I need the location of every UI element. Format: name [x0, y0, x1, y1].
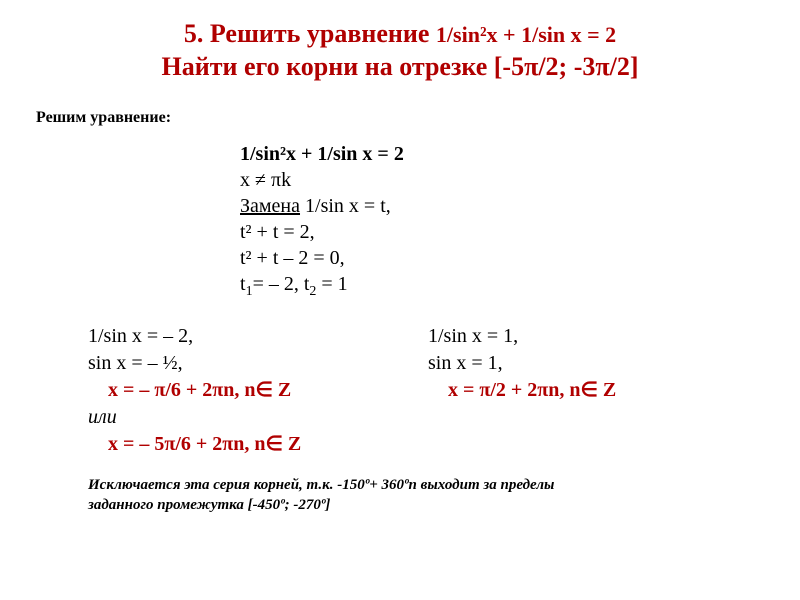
- case-left-1: 1/sin x = – 2,: [88, 323, 428, 350]
- subheading: Решим уравнение:: [36, 109, 770, 127]
- case-left-2: sin x = – ½,: [88, 350, 428, 377]
- case-left-4: или: [88, 404, 428, 431]
- case-right-1: 1/sin x = 1,: [428, 323, 768, 350]
- footnote-line-1: Исключается эта серия корней, т.к. -150º…: [88, 476, 770, 496]
- title-equation: 1/sin²x + 1/sin x = 2: [436, 22, 616, 47]
- title-line-1: 5. Решить уравнение 1/sin²x + 1/sin x = …: [30, 18, 770, 51]
- case-right-3: x = π/2 + 2πn, n∈ Z: [428, 377, 768, 404]
- step-1: 1/sin²x + 1/sin x = 2: [240, 141, 770, 167]
- step-4: t² + t = 2,: [240, 219, 770, 245]
- footnote-line-2: заданного промежутка [-450º; -270º]: [88, 496, 770, 516]
- step-5: t² + t – 2 = 0,: [240, 245, 770, 271]
- footnote: Исключается эта серия корней, т.к. -150º…: [88, 476, 770, 515]
- title-prefix: 5. Решить уравнение: [184, 19, 436, 48]
- case-right-2: sin x = 1,: [428, 350, 768, 377]
- case-left-5: x = – 5π/6 + 2πn, n∈ Z: [88, 431, 428, 458]
- step-2: x ≠ πk: [240, 167, 770, 193]
- solution-cases: 1/sin x = – 2, sin x = – ½, x = – π/6 + …: [88, 323, 770, 458]
- slide-title: 5. Решить уравнение 1/sin²x + 1/sin x = …: [30, 18, 770, 83]
- step-6: t1= – 2, t2 = 1: [240, 271, 770, 301]
- step-6c: = 1: [316, 273, 347, 295]
- slide: 5. Решить уравнение 1/sin²x + 1/sin x = …: [0, 0, 800, 600]
- solution-steps: 1/sin²x + 1/sin x = 2 x ≠ πk Замена 1/si…: [240, 141, 770, 301]
- step-3: Замена 1/sin x = t,: [240, 193, 770, 219]
- case-left: 1/sin x = – 2, sin x = – ½, x = – π/6 + …: [88, 323, 428, 458]
- case-left-3: x = – π/6 + 2πn, n∈ Z: [88, 377, 428, 404]
- step-6b: = – 2, t: [253, 273, 310, 295]
- case-right: 1/sin x = 1, sin x = 1, x = π/2 + 2πn, n…: [428, 323, 768, 458]
- step-3-rest: 1/sin x = t,: [300, 195, 391, 217]
- step-3-underline: Замена: [240, 195, 300, 217]
- step-6-sub1: 1: [246, 284, 253, 299]
- title-line-2: Найти его корни на отрезке [-5π/2; -3π/2…: [30, 51, 770, 84]
